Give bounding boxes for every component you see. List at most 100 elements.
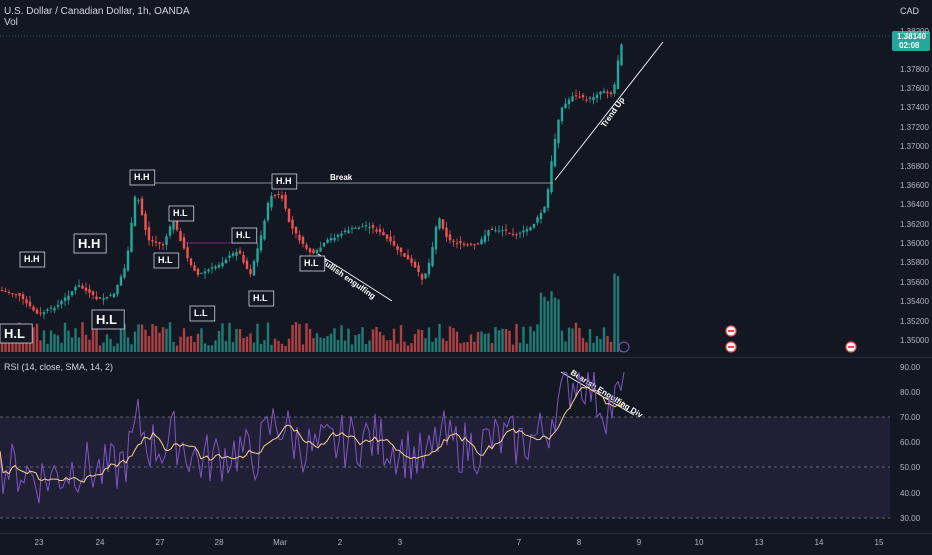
- volume-bar: [67, 330, 70, 352]
- volume-bar: [252, 342, 256, 352]
- volume-bar: [238, 328, 242, 352]
- candle: [613, 84, 616, 94]
- bullish-engulfing-label: Bullish engulfing: [319, 256, 377, 301]
- candle: [508, 232, 511, 234]
- time-tick-label: 28: [215, 538, 224, 547]
- volume-bar: [406, 345, 410, 352]
- hl-tag: [91, 309, 125, 330]
- candle: [91, 291, 95, 296]
- volume-bar: [382, 335, 385, 352]
- volume-bar: [616, 276, 620, 352]
- volume-bar: [483, 333, 487, 352]
- pane-separator: [0, 357, 932, 358]
- candle: [301, 236, 305, 244]
- volume-bar: [560, 330, 564, 352]
- candle: [193, 265, 196, 271]
- volume-bar: [466, 342, 469, 352]
- hh-tag: [73, 233, 107, 254]
- volume-bar: [459, 343, 462, 352]
- volume-bar: [137, 324, 140, 352]
- volume-bar: [294, 322, 298, 352]
- candle: [137, 200, 140, 202]
- candle: [434, 226, 438, 250]
- volume-bar: [105, 334, 109, 352]
- candle: [249, 269, 252, 275]
- trend-up-label: Trend Up: [599, 95, 626, 129]
- candle: [403, 253, 406, 257]
- volume-bar: [112, 345, 116, 352]
- candle: [95, 296, 98, 300]
- volume-bar: [84, 334, 88, 352]
- candle: [207, 269, 210, 272]
- candle: [312, 249, 315, 254]
- currency-label: CAD: [900, 6, 920, 16]
- hl-tag: [299, 255, 326, 272]
- volume-bar: [529, 326, 532, 352]
- volume-bar: [413, 334, 417, 352]
- volume-bar: [546, 300, 550, 352]
- candle: [483, 235, 487, 242]
- candle: [77, 285, 81, 288]
- rsi-band: [0, 417, 890, 518]
- volume-bar: [532, 331, 536, 352]
- volume-bar: [592, 342, 595, 352]
- candle: [382, 232, 385, 236]
- candle: [427, 262, 431, 275]
- volume-bar: [613, 273, 616, 352]
- candle: [46, 309, 49, 311]
- candle: [546, 189, 550, 208]
- candle: [74, 286, 77, 291]
- volume-bar: [361, 327, 364, 352]
- volume-bar: [445, 340, 448, 352]
- volume-bar: [102, 342, 105, 352]
- lightning-icon[interactable]: [618, 341, 630, 353]
- price-tick-label: 1.35400: [900, 297, 929, 306]
- candle: [210, 267, 214, 269]
- volume-bar: [25, 339, 28, 352]
- candle: [515, 234, 518, 236]
- candle: [448, 234, 452, 241]
- volume-bar: [224, 340, 228, 352]
- candle: [578, 96, 581, 98]
- volume-bar: [154, 326, 158, 352]
- volume-bar: [259, 343, 263, 352]
- volume-bar: [462, 342, 466, 352]
- volume-bar: [319, 337, 322, 352]
- volume-bar: [49, 330, 53, 352]
- volume-bar: [389, 340, 392, 352]
- volume-bar: [32, 327, 35, 352]
- volume-bar: [140, 324, 144, 352]
- candle: [522, 230, 525, 233]
- volume-bar: [515, 323, 518, 352]
- volume-bar: [203, 343, 207, 352]
- hl-tag: [168, 205, 195, 222]
- candle: [333, 237, 336, 241]
- candle: [133, 196, 137, 227]
- candle: [140, 198, 144, 216]
- candle: [196, 268, 200, 275]
- volume-bar: [273, 338, 277, 352]
- volume-bar: [448, 326, 452, 352]
- volume-bar: [595, 335, 599, 352]
- candle: [413, 262, 417, 268]
- candle: [529, 227, 532, 231]
- candle: [459, 241, 462, 244]
- volume-bar: [487, 333, 490, 352]
- candle: [609, 92, 613, 95]
- candle: [466, 244, 469, 246]
- price-tick-label: 1.36600: [900, 181, 929, 190]
- candle: [606, 91, 609, 94]
- symbol-title: U.S. Dollar / Canadian Dollar, 1h, OANDA: [4, 6, 190, 17]
- price-tag: [892, 31, 930, 51]
- candle: [315, 249, 319, 254]
- time-tick-label: 2: [338, 538, 343, 547]
- volume-bar: [88, 339, 91, 352]
- candle: [354, 227, 357, 229]
- volume-bar: [186, 336, 189, 352]
- volume-bar: [144, 329, 147, 352]
- candle: [42, 312, 46, 315]
- ll-tag-text: L.L: [194, 308, 208, 318]
- rsi-tick-label: 70.00: [900, 413, 921, 422]
